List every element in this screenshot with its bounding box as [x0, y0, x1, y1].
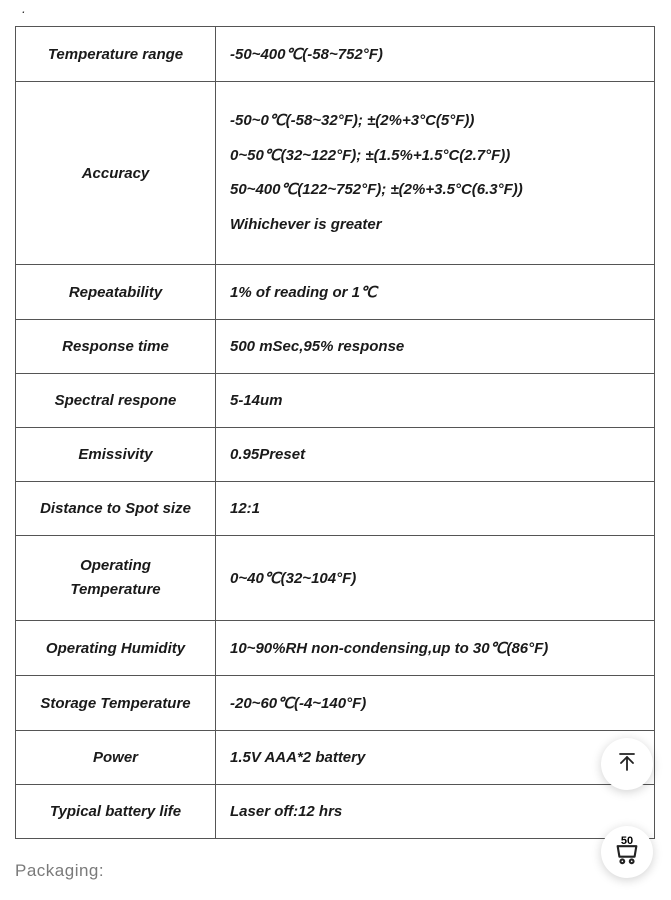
table-row: Storage Temperature -20~60℃(-4~140°F)	[16, 676, 655, 731]
row-label: Temperature range	[16, 27, 216, 82]
row-value: 0.95Preset	[216, 428, 655, 482]
row-label: Distance to Spot size	[16, 482, 216, 536]
arrow-up-bar-icon	[615, 750, 639, 779]
cart-badge-count: 50	[621, 835, 633, 847]
accuracy-line: 50~400℃(122~752°F); ±(2%+3.5°C(6.3°F))	[230, 173, 642, 208]
row-value: -50~400℃(-58~752°F)	[216, 27, 655, 82]
row-value: 1% of reading or 1℃	[216, 265, 655, 320]
row-value: 1.5V AAA*2 battery	[216, 731, 655, 785]
row-value: 12:1	[216, 482, 655, 536]
row-label: Response time	[16, 320, 216, 374]
top-marker: .	[22, 0, 671, 16]
row-value: -20~60℃(-4~140°F)	[216, 676, 655, 731]
row-label: Power	[16, 731, 216, 785]
accuracy-line: -50~0℃(-58~32°F); ±(2%+3°C(5°F))	[230, 104, 642, 139]
row-label: Emissivity	[16, 428, 216, 482]
row-value: 10~90%RH non-condensing,up to 30℃(86°F)	[216, 621, 655, 676]
row-label: Typical battery life	[16, 785, 216, 839]
row-label: Repeatability	[16, 265, 216, 320]
packaging-heading: Packaging:	[15, 861, 671, 881]
row-label: Spectral respone	[16, 374, 216, 428]
label-line: Operating	[28, 554, 203, 578]
table-row: Distance to Spot size 12:1	[16, 482, 655, 536]
row-value: Laser off:12 hrs	[216, 785, 655, 839]
row-value: 0~40℃(32~104°F)	[216, 536, 655, 621]
table-row: Emissivity 0.95Preset	[16, 428, 655, 482]
row-label: Operating Temperature	[16, 536, 216, 621]
table-row: Accuracy -50~0℃(-58~32°F); ±(2%+3°C(5°F)…	[16, 82, 655, 265]
table-row: Operating Temperature 0~40℃(32~104°F)	[16, 536, 655, 621]
accuracy-line: 0~50℃(32~122°F); ±(1.5%+1.5°C(2.7°F))	[230, 139, 642, 174]
row-value: 5-14um	[216, 374, 655, 428]
table-row: Repeatability 1% of reading or 1℃	[16, 265, 655, 320]
table-row: Typical battery life Laser off:12 hrs	[16, 785, 655, 839]
table-row: Power 1.5V AAA*2 battery	[16, 731, 655, 785]
label-line: Temperature	[28, 578, 203, 602]
row-label: Storage Temperature	[16, 676, 216, 731]
scroll-to-top-button[interactable]	[601, 738, 653, 790]
row-value: -50~0℃(-58~32°F); ±(2%+3°C(5°F)) 0~50℃(3…	[216, 82, 655, 265]
cart-button[interactable]: 50	[601, 826, 653, 878]
table-row: Spectral respone 5-14um	[16, 374, 655, 428]
cart-icon: 50	[613, 838, 641, 866]
spec-table: Temperature range -50~400℃(-58~752°F) Ac…	[15, 26, 655, 839]
row-label: Accuracy	[16, 82, 216, 265]
table-row: Temperature range -50~400℃(-58~752°F)	[16, 27, 655, 82]
row-value: 500 mSec,95% response	[216, 320, 655, 374]
row-label: Operating Humidity	[16, 621, 216, 676]
table-row: Operating Humidity 10~90%RH non-condensi…	[16, 621, 655, 676]
accuracy-line: Wihichever is greater	[230, 208, 642, 243]
table-row: Response time 500 mSec,95% response	[16, 320, 655, 374]
